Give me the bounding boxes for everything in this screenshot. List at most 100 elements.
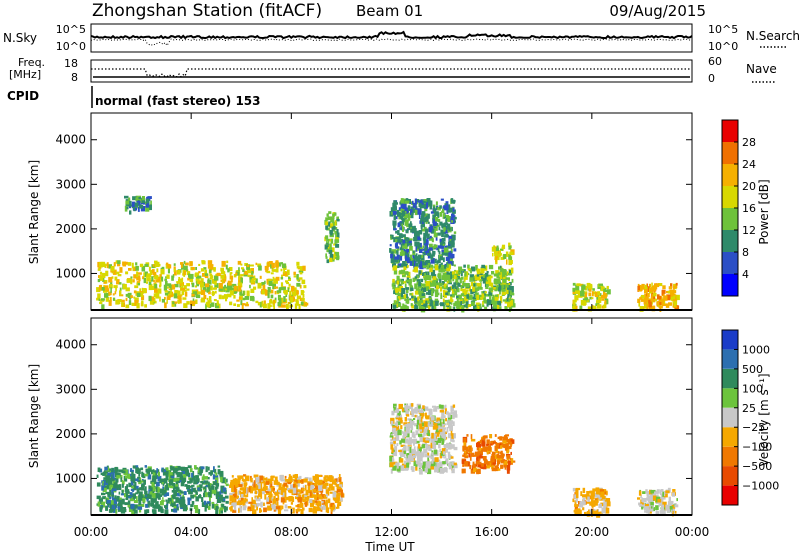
power-cell [112,293,115,296]
velocity-cell [415,411,418,414]
power-cell [136,292,141,297]
power-cell [421,213,425,216]
velocity-cell [392,457,394,462]
power-cell [501,288,506,292]
power-cell [330,231,333,236]
velocity-cell [412,449,416,455]
velocity-cell [500,452,504,457]
velocity-cell [295,494,299,497]
power-cell [649,287,654,293]
power-cell [135,197,137,201]
power-cell [241,267,244,270]
velocity-cell [284,509,289,512]
velocity-cell [130,476,134,482]
velocity-cell [397,465,399,469]
velocity-cell [650,490,654,494]
velocity-cell [392,428,396,434]
power-cell [186,283,190,287]
power-cell [457,282,461,287]
power-cell [172,301,175,305]
velocity-cell [148,468,152,472]
power-cell [445,285,448,289]
velocity-cell [582,487,586,493]
power-cell [121,302,124,307]
power-cell [200,289,206,295]
velocity-cell [655,510,658,515]
velocity-cell [447,451,451,458]
velocity-cell [248,501,253,504]
power-cell [494,247,497,250]
velocity-cell [162,469,167,476]
power-cell [215,287,217,290]
velocity-cell [478,455,483,459]
velocity-cell [407,446,412,452]
power-cell [606,298,609,305]
power-cell [419,263,424,270]
velocity-cell [235,480,238,486]
power-cell [448,253,452,257]
power-cell [441,252,446,255]
power-cell [336,229,339,234]
velocity-cell [128,476,133,480]
power-cell [242,290,245,296]
power-cell [152,271,157,275]
velocity-cell [668,502,673,505]
power-cell [200,278,204,283]
power-cell [448,287,451,293]
velocity-cell [503,464,507,468]
velocity-cell [193,505,198,509]
power-cell [440,292,442,297]
velocity-cell [260,501,263,508]
velocity-cell [584,511,587,516]
power-cell [426,292,430,295]
velocity-cell [195,496,199,502]
power-cell [496,286,499,291]
power-cell [233,274,237,278]
power-cell [198,271,201,274]
velocity-cell [403,450,406,454]
velocity-cell [109,490,112,495]
velocity-cell [434,457,439,462]
power-cell [505,306,508,311]
velocity-cell [389,462,394,468]
power-cell [670,295,675,300]
velocity-cell [139,495,144,501]
velocity-cell [200,484,203,489]
velocity-cell [238,497,240,502]
velocity-cell [452,415,455,420]
power-cell [651,305,656,312]
velocity-cell [131,509,135,515]
power-cell [497,306,502,311]
power-cell [399,247,404,251]
velocity-cell [389,441,394,445]
power-cell [261,300,264,307]
power-cell [446,280,449,284]
power-cell [268,278,272,281]
power-cell [200,286,202,291]
power-cell [506,298,511,303]
velocity-cell [134,509,138,514]
velocity-cell [504,447,508,451]
velocity-cell [310,484,314,490]
power-cell [168,294,173,298]
power-ytick-label: 4000 [55,133,86,147]
velocity-cell [125,491,130,494]
velocity-cell [447,433,452,439]
velocity-cell [295,489,300,493]
power-cell [197,291,202,295]
power-cell [413,262,417,268]
power-cell [414,305,418,311]
velocity-cell [243,492,246,497]
velocity-cell [104,466,108,471]
velocity-cell [672,489,676,492]
power-cell [325,235,329,240]
velocity-cell [425,415,430,420]
velocity-cell [430,416,435,421]
power-cell [131,201,136,207]
velocity-cell [210,484,213,487]
velocity-cell [308,498,313,503]
velocity-cell [590,490,595,497]
velocity-cell [241,477,244,482]
velocity-cell [305,489,309,496]
